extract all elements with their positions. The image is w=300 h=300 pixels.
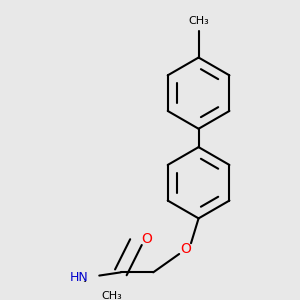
Text: HN: HN (70, 271, 88, 284)
Text: CH₃: CH₃ (188, 16, 209, 26)
Text: O: O (141, 232, 152, 246)
Text: CH₃: CH₃ (101, 291, 122, 300)
Text: O: O (180, 242, 191, 256)
